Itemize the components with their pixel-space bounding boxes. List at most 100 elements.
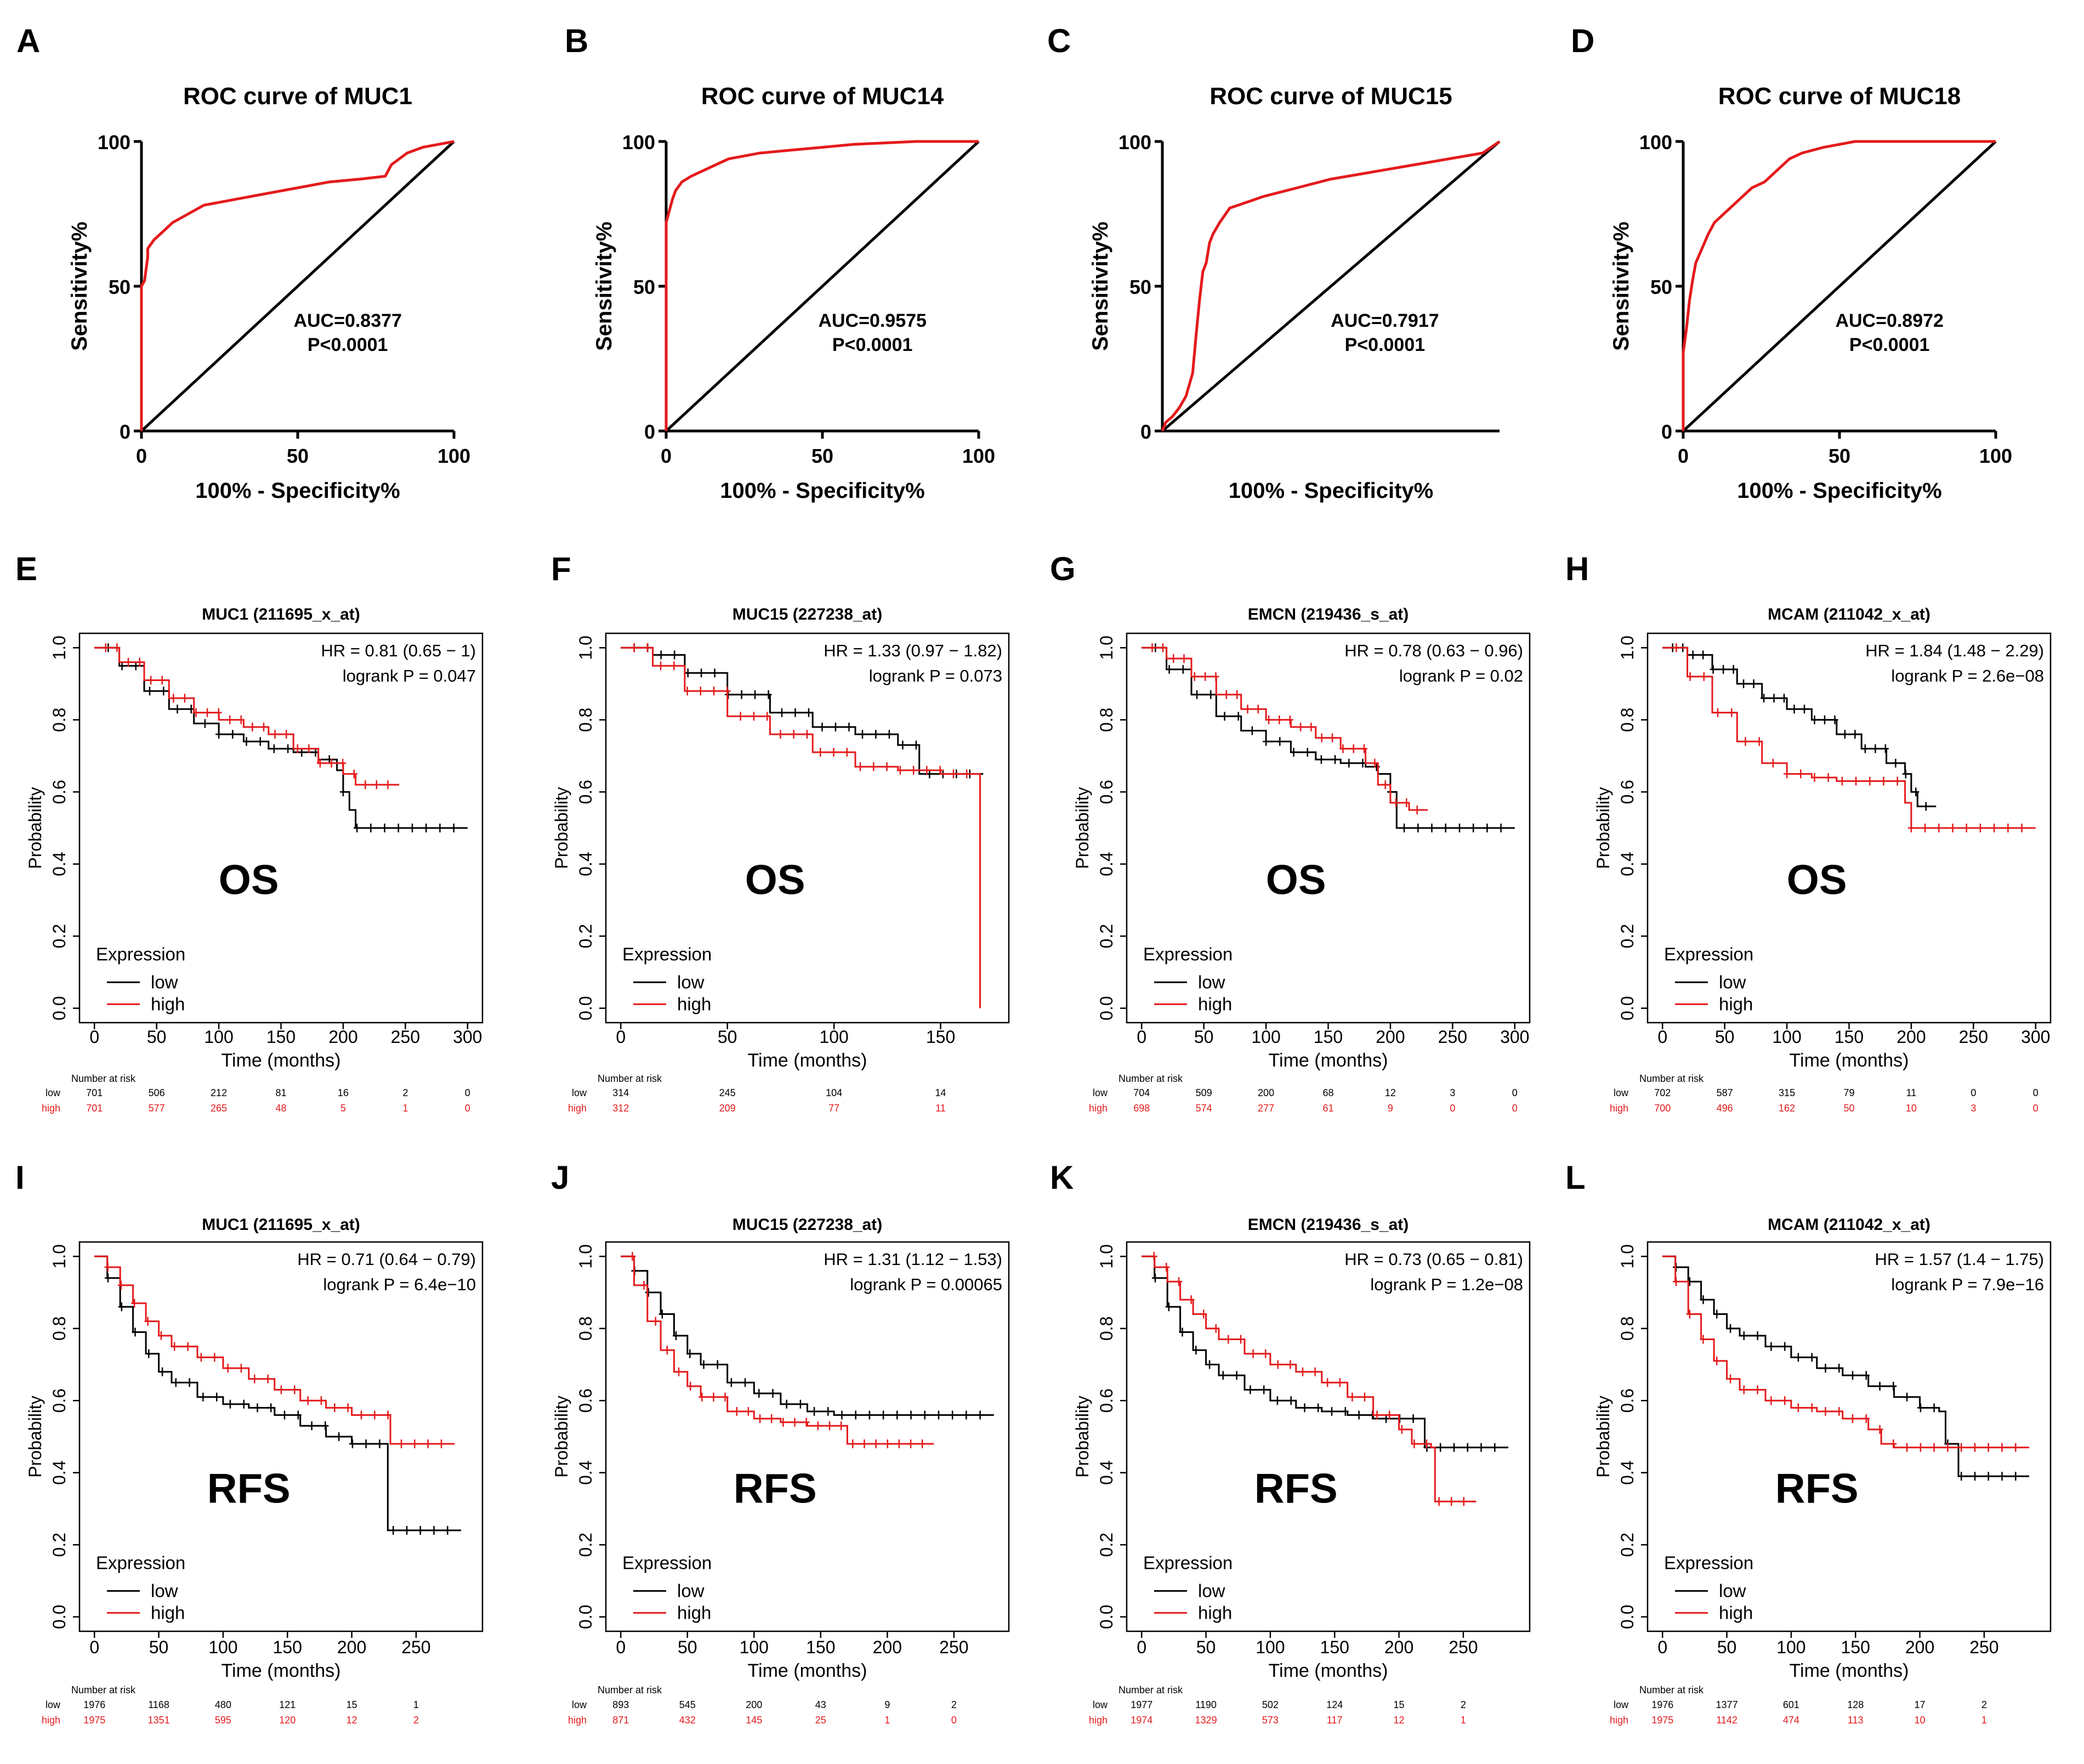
risk-count-high: 5 (340, 1103, 346, 1114)
x-tick-label: 200 (1376, 1027, 1405, 1047)
risk-count-high: 700 (1654, 1103, 1671, 1114)
risk-count-low: 704 (1133, 1087, 1150, 1098)
x-tick-label: 100 (962, 445, 995, 467)
x-tick-label: 150 (1841, 1637, 1870, 1657)
risk-row-label-high: high (42, 1103, 60, 1114)
x-tick-label: 150 (926, 1027, 955, 1047)
risk-count-high: 1975 (83, 1715, 105, 1726)
risk-count-high: 9 (1388, 1103, 1393, 1114)
legend-label-low: low (677, 972, 705, 992)
p-value-label: P<0.0001 (832, 334, 913, 355)
risk-count-high: 209 (719, 1103, 736, 1114)
risk-count-low: 0 (2033, 1087, 2038, 1098)
x-axis-label: Time (months) (1269, 1050, 1388, 1071)
x-tick-label: 100 (1256, 1637, 1285, 1657)
plot-frame (605, 1241, 1010, 1632)
logrank-p-label: logrank P = 0.047 (343, 666, 476, 685)
x-tick-label: 0 (1137, 1637, 1146, 1657)
risk-count-high: 61 (1322, 1103, 1333, 1114)
legend-label-low: low (151, 1580, 178, 1601)
risk-count-high: 50 (1843, 1103, 1854, 1114)
risk-count-low: 1976 (1651, 1699, 1673, 1710)
risk-count-low: 16 (338, 1087, 349, 1098)
y-axis-label: Sensitivity% (67, 222, 92, 351)
legend-label-high: high (151, 994, 185, 1014)
y-tick-label: 0.6 (576, 780, 595, 804)
risk-count-low: 1 (413, 1699, 419, 1710)
risk-count-low: 702 (1654, 1087, 1671, 1098)
endpoint-label: OS (1266, 857, 1326, 904)
y-tick-label: 0.0 (49, 1604, 69, 1629)
auc-label: AUC=0.8972 (1835, 310, 1944, 331)
chart-title: MCAM (211042_x_at) (1768, 605, 1930, 623)
x-tick-label: 150 (1314, 1027, 1343, 1047)
risk-count-low: 506 (149, 1087, 165, 1098)
y-tick-label: 0.2 (1617, 1533, 1637, 1557)
logrank-p-label: logrank P = 2.6e−08 (1891, 666, 2044, 685)
risk-count-low: 315 (1779, 1087, 1795, 1098)
x-tick-label: 0 (1657, 1637, 1667, 1657)
censor-marks-high (1150, 1252, 1467, 1506)
y-tick-label: 0.4 (576, 1460, 595, 1484)
x-tick-label: 100 (1251, 1027, 1280, 1047)
x-tick-label: 100 (1979, 445, 2012, 467)
censor-marks-high (629, 1252, 926, 1449)
roc-panel-c: C ROC curve of MUC15 0 50 100 100% - Specific… (1047, 22, 1501, 503)
km-panel-i: I MUC1 (211695_x_at) 0.0 0.2 0.4 0.6 0.8 1.0 Pro… (15, 1159, 484, 1726)
risk-row-label-low: low (1614, 1699, 1629, 1710)
y-tick-label: 0.8 (576, 1317, 595, 1341)
risk-count-high: 574 (1196, 1103, 1212, 1114)
legend-label-high: high (677, 1602, 711, 1623)
y-tick-label: 0.6 (49, 1388, 69, 1413)
x-axis-label: Time (months) (222, 1660, 341, 1681)
roc-panel-b: B ROC curve of MUC14 0 50 100 0 50 100 100% - Sp… (565, 22, 995, 503)
risk-count-high: 0 (2033, 1103, 2038, 1114)
risk-count-high: 1351 (148, 1715, 170, 1726)
x-tick-label: 250 (939, 1637, 968, 1657)
panel-letter: D (1571, 22, 1594, 59)
risk-count-high: 2 (413, 1715, 419, 1726)
panel-letter: E (15, 551, 37, 587)
censor-marks-low (105, 1273, 451, 1535)
x-axis-label: 100% - Specificity% (1737, 479, 1942, 503)
risk-count-low: 12 (1385, 1087, 1396, 1098)
km-panel-f: F MUC15 (227238_at) 0.0 0.2 0.4 0.6 0.8 1.0 Prob… (551, 551, 1010, 1114)
risk-count-high: 595 (215, 1715, 231, 1726)
risk-count-high: 145 (746, 1715, 762, 1726)
risk-row-label-low: low (1093, 1699, 1108, 1710)
risk-table-title: Number at risk (1118, 1073, 1183, 1084)
plot-frame (78, 1241, 484, 1632)
risk-count-high: 496 (1717, 1103, 1733, 1114)
survival-curve-high (1142, 1255, 1477, 1502)
y-tick-label: 0.8 (1617, 708, 1637, 732)
risk-count-low: 502 (1262, 1699, 1279, 1710)
plot-frame (605, 632, 1010, 1024)
legend-label-low: low (1719, 972, 1746, 992)
x-tick-label: 100 (204, 1027, 233, 1047)
x-axis-label: Time (months) (748, 1050, 867, 1071)
panel-letter: J (551, 1159, 569, 1196)
x-tick-label: 150 (273, 1637, 302, 1657)
y-tick-label: 0 (1661, 421, 1672, 443)
risk-count-low: 11 (1906, 1087, 1917, 1098)
x-tick-label: 200 (1905, 1637, 1934, 1657)
x-tick-label: 0 (661, 445, 672, 467)
risk-row-label-high: high (42, 1715, 60, 1726)
x-tick-label: 0 (89, 1637, 99, 1657)
legend-label-low: low (677, 1580, 705, 1601)
km-panel-l: L MCAM (211042_x_at) 0.0 0.2 0.4 0.6 0.8 1.0 Pro… (1565, 1159, 2052, 1726)
survival-curve-high (94, 646, 399, 786)
y-axis-label: Probability (1072, 1396, 1092, 1477)
risk-count-high: 162 (1779, 1103, 1795, 1114)
risk-count-high: 12 (1394, 1715, 1405, 1726)
risk-count-high: 25 (815, 1715, 826, 1726)
risk-count-high: 1974 (1131, 1715, 1152, 1726)
y-tick-label: 0.0 (1617, 996, 1637, 1020)
risk-count-high: 77 (828, 1103, 839, 1114)
risk-count-low: 0 (465, 1087, 470, 1098)
legend-label-high: high (1198, 994, 1232, 1014)
logrank-p-label: logrank P = 6.4e−10 (323, 1275, 476, 1294)
x-tick-label: 50 (287, 445, 309, 467)
risk-count-low: 124 (1326, 1699, 1343, 1710)
y-tick-label: 0.4 (576, 852, 595, 876)
